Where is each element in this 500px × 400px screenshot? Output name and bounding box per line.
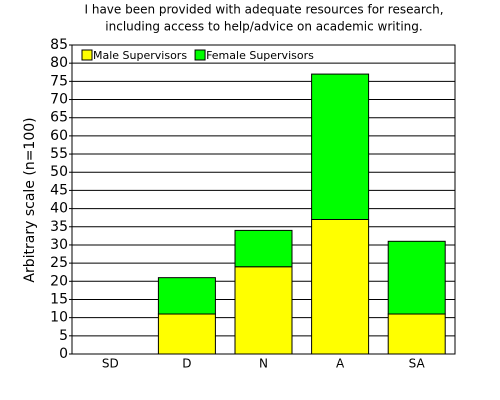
y-tick-label: 65 — [50, 110, 68, 126]
y-tick-label: 50 — [50, 164, 68, 180]
y-tick-label: 80 — [50, 55, 68, 71]
x-tick-label: N — [259, 357, 268, 371]
legend-swatch — [194, 49, 206, 61]
y-tick-label: 15 — [50, 291, 68, 307]
y-axis-label: Arbitrary scale (n=100) — [22, 117, 38, 282]
y-tick-label: 55 — [50, 146, 68, 162]
x-tick-label: SA — [409, 357, 426, 371]
legend-swatch — [81, 49, 93, 61]
bar-segment — [311, 218, 370, 355]
y-tick-label: 10 — [50, 310, 68, 326]
bar-segment — [387, 240, 446, 315]
bar-segment — [234, 229, 293, 268]
y-tick-label: 45 — [50, 182, 68, 198]
bar-segment — [157, 277, 216, 315]
y-tick-label: 30 — [50, 237, 68, 253]
y-tick-label: 40 — [50, 201, 68, 217]
x-tick-label: SD — [102, 357, 119, 371]
bar-segment — [311, 73, 370, 220]
chart-title: including access to help/advice on acade… — [105, 20, 422, 34]
bar-segment — [157, 313, 216, 355]
y-tick-label: 0 — [59, 346, 68, 362]
y-tick-label: 20 — [50, 273, 68, 289]
y-tick-label: 35 — [50, 219, 68, 235]
y-tick-label: 70 — [50, 92, 68, 108]
legend-label: Male Supervisors — [93, 49, 187, 62]
y-tick-label: 25 — [50, 255, 68, 271]
bar-segment — [234, 266, 293, 355]
x-tick-label: D — [182, 357, 191, 371]
legend-label: Female Supervisors — [206, 49, 314, 62]
y-tick-label: 75 — [50, 73, 68, 89]
x-tick-label: A — [336, 357, 345, 371]
y-tick-label: 5 — [59, 328, 68, 344]
chart-title: I have been provided with adequate resou… — [84, 3, 443, 17]
bar-segment — [387, 313, 446, 355]
y-tick-label: 85 — [50, 37, 68, 53]
y-tick-label: 60 — [50, 128, 68, 144]
